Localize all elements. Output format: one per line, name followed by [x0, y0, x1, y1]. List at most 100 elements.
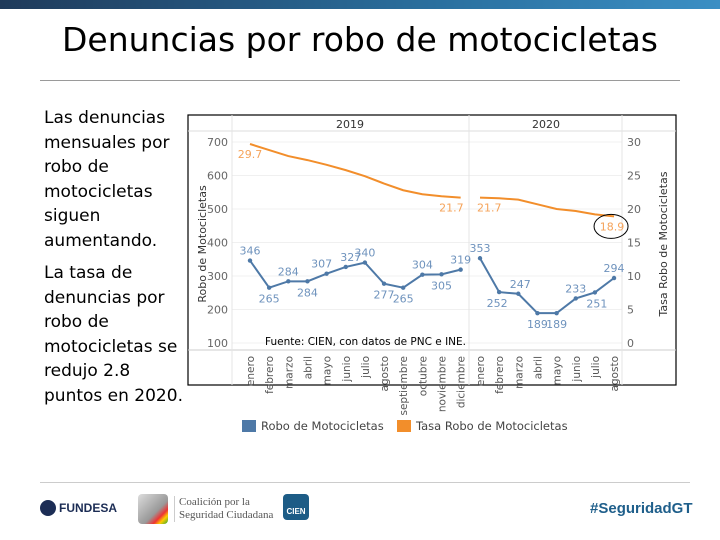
- robo-data-label: 189: [527, 318, 548, 331]
- x-tick-label: mayo: [552, 356, 564, 385]
- source-note: Fuente: CIEN, con datos de PNC e INE.: [265, 336, 466, 348]
- y-axis-title: Robo de Motocicletas: [196, 185, 209, 303]
- y2-tick-label: 25: [627, 170, 641, 183]
- robo-line-2019: [249, 260, 461, 289]
- panel-year-2020: 2020: [532, 118, 560, 131]
- tasa-data-label: 29.7: [238, 148, 263, 161]
- page-title: Denuncias por robo de motocicletas: [61, 20, 658, 59]
- robo-line-2020: [479, 257, 615, 315]
- legend-label: Robo de Motocicletas: [261, 419, 384, 433]
- x-tick-label: septiembre: [398, 356, 410, 416]
- robo-point: [324, 271, 329, 276]
- robo-point: [573, 296, 578, 301]
- y2-tick-label: 5: [627, 304, 634, 317]
- robo-point: [266, 285, 272, 290]
- chart-frame: [187, 114, 677, 386]
- y2-tick-label: 0: [627, 337, 634, 350]
- y2-tick-label: 20: [627, 203, 641, 216]
- side-text: Las denuncias mensuales por robo de moto…: [44, 106, 184, 416]
- robo-point: [420, 272, 425, 277]
- x-tick-label: abril: [302, 356, 314, 379]
- x-tick-label: enero: [475, 356, 487, 386]
- robo-point: [247, 258, 253, 263]
- x-tick-label: marzo: [283, 356, 295, 389]
- x-tick-label: junio: [571, 356, 583, 383]
- fundesa-text: FUNDESA: [59, 501, 118, 515]
- cien-logo: CIEN: [283, 494, 309, 520]
- top-accent-bar: [0, 0, 720, 9]
- x-tick-label: noviembre: [437, 356, 449, 412]
- robo-data-label: 265: [393, 293, 414, 306]
- y-tick-label: 700: [207, 136, 228, 149]
- y-tick-label: 500: [207, 203, 228, 216]
- robo-data-label: 247: [510, 278, 531, 291]
- coalicion-logo: Coalición por la Seguridad Ciudadana: [138, 494, 279, 524]
- tasa-line-2019: [249, 143, 461, 199]
- tasa-data-label: 21.7: [477, 202, 502, 215]
- robo-point: [516, 291, 521, 296]
- cien-text: CIEN: [286, 507, 306, 516]
- y2-tick-label: 10: [627, 270, 641, 283]
- footer-divider: [40, 482, 690, 483]
- x-tick-label: junio: [341, 356, 353, 383]
- highlight-circle: [593, 213, 629, 239]
- y-tick-label: 400: [207, 237, 228, 250]
- x-tick-label: marzo: [513, 356, 525, 389]
- robo-data-label: 340: [354, 247, 375, 260]
- x-tick-label: julio: [360, 356, 372, 379]
- x-tick-label: octubre: [417, 356, 429, 396]
- robo-point: [458, 267, 463, 272]
- x-tick-label: febrero: [494, 356, 506, 394]
- x-tick-label: julio: [590, 356, 602, 379]
- robo-data-label: 305: [431, 279, 452, 292]
- fundesa-icon: [40, 500, 56, 516]
- robo-point: [592, 290, 598, 295]
- robo-point: [381, 281, 387, 286]
- coalicion-icon: [138, 494, 168, 524]
- robo-data-label: 233: [565, 282, 586, 295]
- coalicion-text: Coalición por la Seguridad Ciudadana: [174, 496, 279, 522]
- y-tick-label: 200: [207, 304, 228, 317]
- x-tick-label: diciembre: [456, 356, 468, 408]
- robo-data-label: 353: [470, 242, 491, 255]
- robo-data-label: 307: [311, 258, 332, 271]
- y-tick-label: 600: [207, 170, 228, 183]
- robo-point: [496, 289, 502, 295]
- y2-tick-label: 30: [627, 136, 641, 149]
- legend-swatch: [242, 420, 256, 432]
- x-tick-label: febrero: [264, 356, 276, 394]
- y2-tick-label: 15: [627, 237, 641, 250]
- legend-swatch: [397, 420, 411, 432]
- x-tick-label: agosto: [609, 356, 621, 392]
- robo-data-label: 304: [412, 259, 433, 272]
- legend-label: Tasa Robo de Motocicletas: [415, 419, 568, 433]
- robo-data-label: 189: [546, 318, 567, 331]
- robo-data-label: 277: [374, 289, 395, 302]
- panel-year-2019: 2019: [336, 118, 364, 131]
- side-text-1: Las denuncias mensuales por robo de moto…: [44, 108, 170, 251]
- robo-data-label: 319: [450, 254, 471, 267]
- y-tick-label: 100: [207, 337, 228, 350]
- robo-point: [611, 275, 617, 281]
- robo-data-label: 284: [297, 286, 318, 299]
- hashtag: #SeguridadGT: [590, 500, 693, 517]
- robo-point: [343, 264, 348, 270]
- x-tick-label: enero: [245, 356, 257, 386]
- x-tick-label: agosto: [379, 356, 391, 392]
- side-text-2: La tasa de denuncias por robo de motocic…: [44, 263, 183, 406]
- fundesa-logo: FUNDESA: [40, 500, 117, 516]
- robo-data-label: 294: [604, 262, 625, 275]
- title-divider: [40, 80, 680, 81]
- tasa-data-label: 18.9: [600, 220, 625, 233]
- robo-data-label: 327: [340, 251, 361, 264]
- robo-point: [362, 260, 368, 265]
- robo-point: [439, 272, 444, 277]
- robo-data-label: 252: [487, 297, 508, 310]
- robo-point: [305, 279, 310, 284]
- x-tick-label: abril: [532, 356, 544, 379]
- y-tick-label: 300: [207, 270, 228, 283]
- tasa-data-label: 21.7: [439, 202, 464, 215]
- robo-point: [477, 256, 483, 261]
- robo-point: [286, 279, 291, 284]
